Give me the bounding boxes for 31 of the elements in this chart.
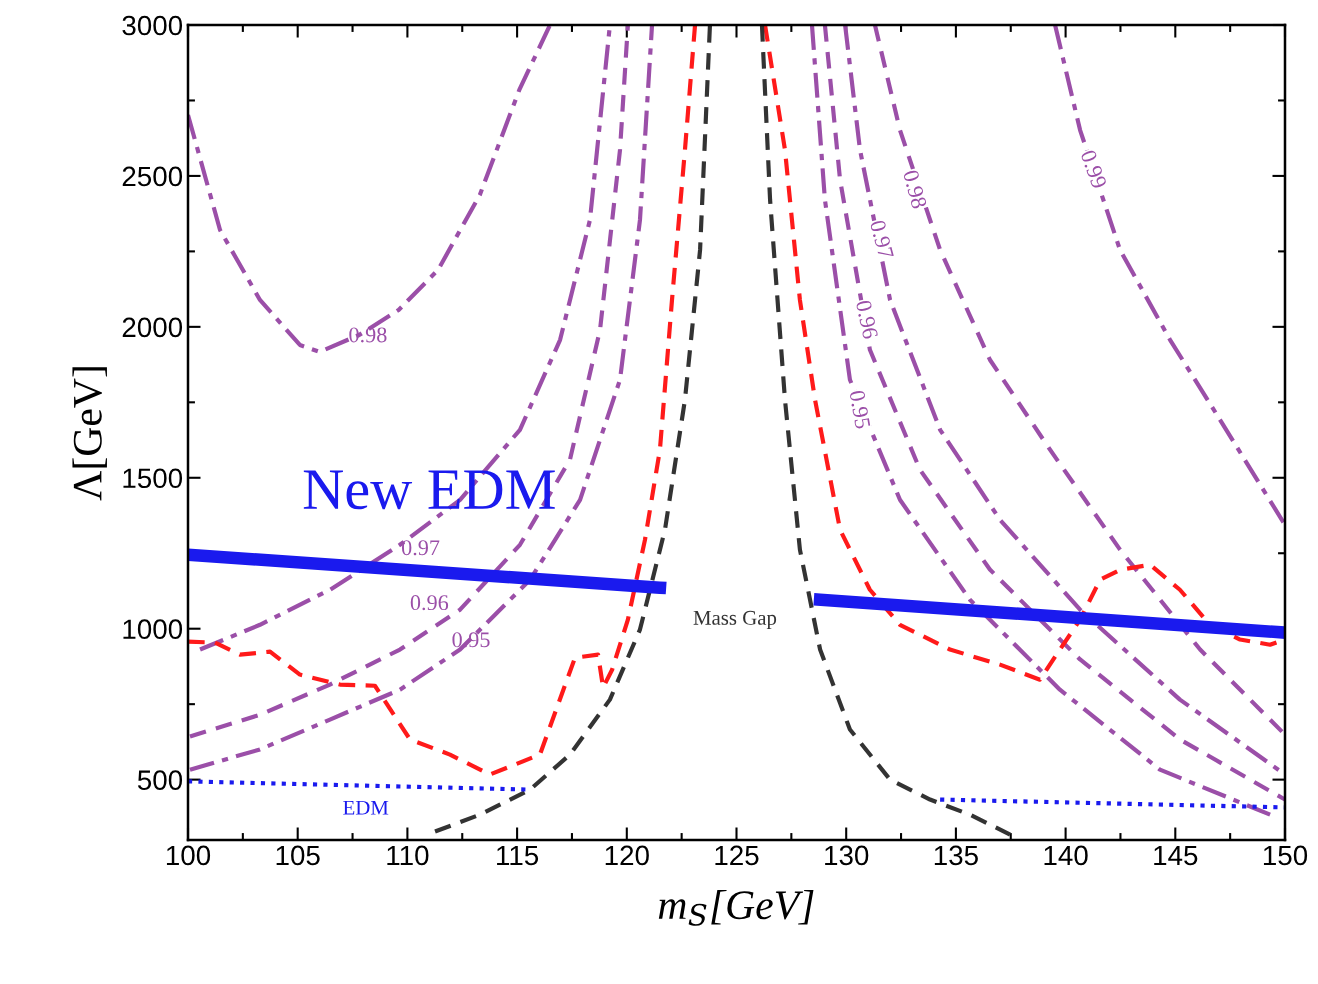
x-tick-label: 115 — [497, 845, 539, 866]
x-tick-label: 135 — [934, 845, 978, 866]
y-tick-label: 2000 — [122, 317, 183, 338]
text: 0.96 — [855, 299, 879, 340]
y-tick-label: 1000 — [123, 619, 183, 640]
x-tick-label: 130 — [825, 845, 869, 866]
x-tick-label: 100 — [166, 845, 211, 866]
text: 0.99 — [1080, 149, 1108, 190]
line-series — [188, 25, 553, 354]
x-tick-label: 125 — [715, 845, 759, 866]
y-tick-label: 500 — [137, 770, 183, 790]
y-tick-label: 3000 — [122, 15, 183, 36]
x-tick-label: 105 — [276, 845, 320, 866]
series-label: 0.96 — [410, 595, 449, 611]
y-tick-label: 2500 — [122, 166, 183, 187]
series-label: 0.97 — [401, 540, 440, 556]
x-tick-label: 145 — [1154, 845, 1198, 866]
x-tick-label: 150 — [1263, 845, 1308, 866]
series-label: Mass Gap — [693, 610, 777, 630]
text: 0.95 — [849, 389, 871, 430]
x-tick-label: 110 — [387, 845, 429, 866]
x-tick-label: 120 — [605, 845, 649, 866]
x-axis-title: m$_{S}$[GeV] — [658, 889, 814, 926]
text: 0.97 — [869, 219, 894, 260]
text: 0.98 — [902, 169, 928, 210]
y-tick-label: 1500 — [123, 468, 183, 489]
annotation: New EDM — [303, 470, 555, 510]
y-axis-title: Λ[GeV] — [72, 367, 107, 501]
series-label: 0.95 — [452, 632, 490, 648]
x-tick-label: 140 — [1044, 845, 1088, 866]
series-label: EDM — [343, 800, 389, 815]
